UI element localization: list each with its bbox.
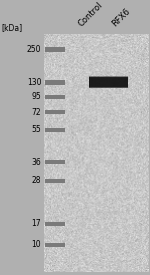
Bar (45, 179, 64, 183)
Bar (45, 95, 64, 99)
Text: 55: 55 (32, 125, 41, 134)
Text: RFX6: RFX6 (110, 7, 132, 29)
Bar (45, 160, 64, 164)
Text: [kDa]: [kDa] (2, 23, 23, 32)
Text: 36: 36 (32, 158, 41, 167)
Text: 95: 95 (32, 92, 41, 101)
Bar (45, 80, 64, 85)
Text: 72: 72 (32, 108, 41, 117)
Text: 130: 130 (27, 78, 41, 87)
Text: 10: 10 (32, 240, 41, 249)
Text: 28: 28 (32, 177, 41, 185)
Bar (45, 47, 64, 52)
Bar (45, 128, 64, 132)
Bar (45, 110, 64, 114)
Bar (45, 222, 64, 226)
Text: Control: Control (77, 1, 105, 29)
Text: 17: 17 (32, 219, 41, 228)
Bar (45, 243, 64, 247)
Text: 250: 250 (27, 45, 41, 54)
